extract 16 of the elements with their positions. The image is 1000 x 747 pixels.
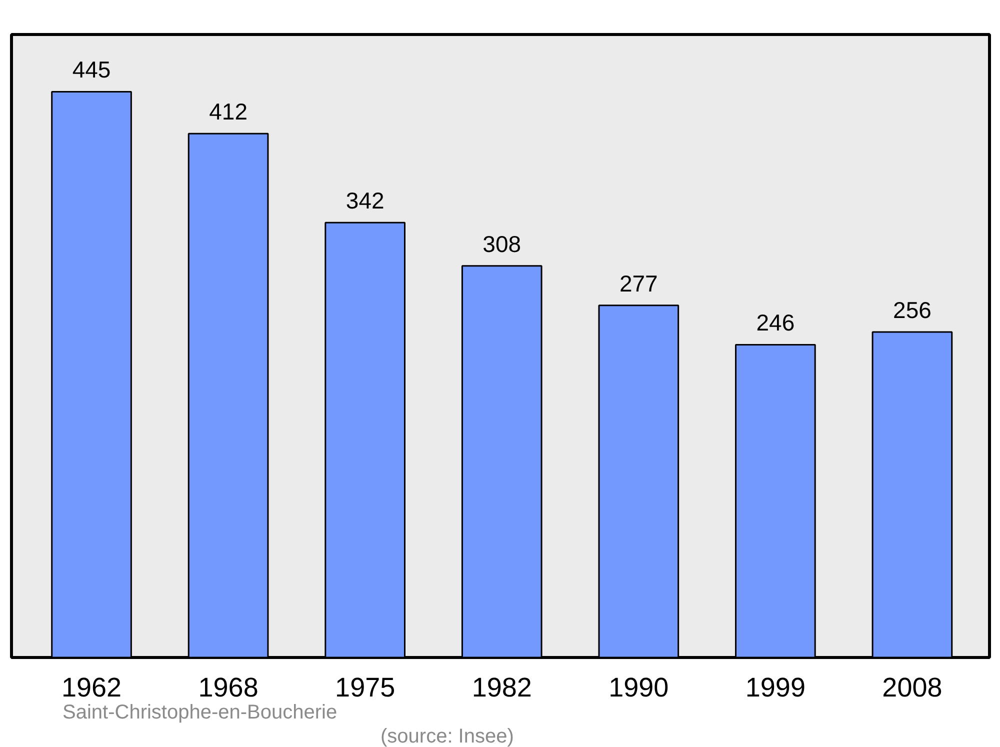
x-tick-label: 1990 [608, 672, 669, 702]
x-tick-label: 1968 [198, 672, 258, 702]
x-tick-label: 2008 [882, 672, 942, 702]
data-label: 256 [893, 297, 932, 324]
data-label: 412 [209, 98, 248, 125]
x-tick-label: 1999 [745, 672, 806, 702]
text: Saint-Christophe-en-Boucherie [62, 702, 338, 724]
data-label: 308 [482, 230, 522, 257]
x-tick-label: 1982 [472, 672, 532, 702]
text: (source: Insee) [380, 726, 514, 747]
x-tick-label: 1962 [61, 672, 122, 702]
data-label: 445 [72, 56, 111, 83]
data-label: 342 [346, 188, 384, 214]
data-label: 246 [756, 310, 795, 336]
data-label: 277 [619, 270, 658, 296]
x-tick-label: 1975 [335, 672, 396, 702]
